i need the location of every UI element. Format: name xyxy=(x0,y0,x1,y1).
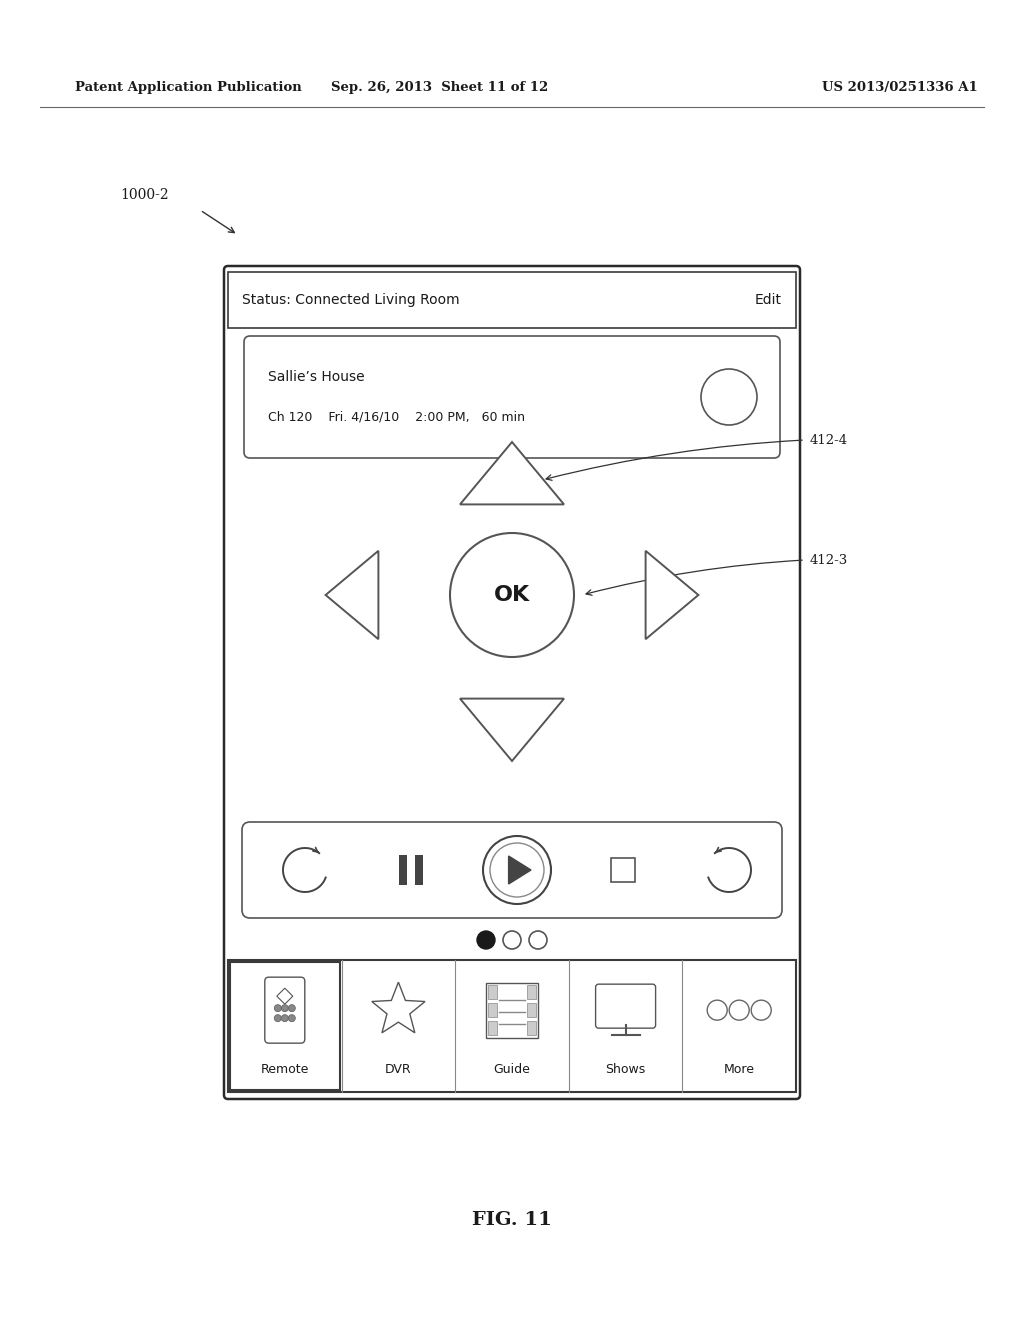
Bar xyxy=(228,960,796,1092)
Text: Shows: Shows xyxy=(605,1063,646,1076)
Text: OK: OK xyxy=(494,585,530,605)
Circle shape xyxy=(729,1001,750,1020)
Bar xyxy=(527,985,536,999)
Bar xyxy=(399,855,407,884)
Text: FIG. 11: FIG. 11 xyxy=(472,1210,552,1229)
Text: Remote: Remote xyxy=(261,1063,309,1076)
Text: Edit: Edit xyxy=(755,293,782,308)
Text: Ch 120    Fri. 4/16/10    2:00 PM,   60 min: Ch 120 Fri. 4/16/10 2:00 PM, 60 min xyxy=(268,411,525,424)
Text: 1000-2: 1000-2 xyxy=(120,187,169,202)
Circle shape xyxy=(450,533,574,657)
Circle shape xyxy=(282,1015,289,1022)
Bar xyxy=(488,1022,497,1035)
Circle shape xyxy=(289,1015,295,1022)
Polygon shape xyxy=(460,442,564,504)
Polygon shape xyxy=(460,698,564,762)
Bar xyxy=(228,272,796,327)
Polygon shape xyxy=(326,550,379,639)
Text: Patent Application Publication: Patent Application Publication xyxy=(75,82,302,95)
Circle shape xyxy=(503,931,521,949)
Circle shape xyxy=(701,370,757,425)
FancyBboxPatch shape xyxy=(244,337,780,458)
Circle shape xyxy=(477,931,495,949)
Text: More: More xyxy=(724,1063,755,1076)
Circle shape xyxy=(274,1015,282,1022)
Text: Guide: Guide xyxy=(494,1063,530,1076)
Polygon shape xyxy=(645,550,698,639)
Text: I: I xyxy=(726,388,731,407)
Circle shape xyxy=(483,836,551,904)
Bar xyxy=(230,962,340,1090)
Circle shape xyxy=(529,931,547,949)
Polygon shape xyxy=(372,982,425,1032)
FancyBboxPatch shape xyxy=(265,977,305,1043)
Bar xyxy=(527,1022,536,1035)
Circle shape xyxy=(289,1005,295,1011)
Bar xyxy=(611,858,635,882)
Circle shape xyxy=(708,1001,727,1020)
Bar xyxy=(488,985,497,999)
FancyBboxPatch shape xyxy=(242,822,782,917)
Text: Status: Connected Living Room: Status: Connected Living Room xyxy=(242,293,460,308)
Text: DVR: DVR xyxy=(385,1063,412,1076)
Circle shape xyxy=(490,843,544,898)
Text: Sep. 26, 2013  Sheet 11 of 12: Sep. 26, 2013 Sheet 11 of 12 xyxy=(332,82,549,95)
FancyBboxPatch shape xyxy=(596,985,655,1028)
Bar xyxy=(415,855,423,884)
Text: Sallie’s House: Sallie’s House xyxy=(268,370,365,384)
Circle shape xyxy=(752,1001,771,1020)
FancyBboxPatch shape xyxy=(224,267,800,1100)
Bar xyxy=(486,982,538,1038)
Text: US 2013/0251336 A1: US 2013/0251336 A1 xyxy=(822,82,978,95)
Polygon shape xyxy=(276,989,293,1005)
Text: 412-4: 412-4 xyxy=(810,433,848,446)
Text: 412-3: 412-3 xyxy=(810,553,848,566)
Circle shape xyxy=(282,1005,289,1011)
Circle shape xyxy=(274,1005,282,1011)
Bar xyxy=(527,1003,536,1018)
Polygon shape xyxy=(509,855,531,884)
Bar xyxy=(488,1003,497,1018)
